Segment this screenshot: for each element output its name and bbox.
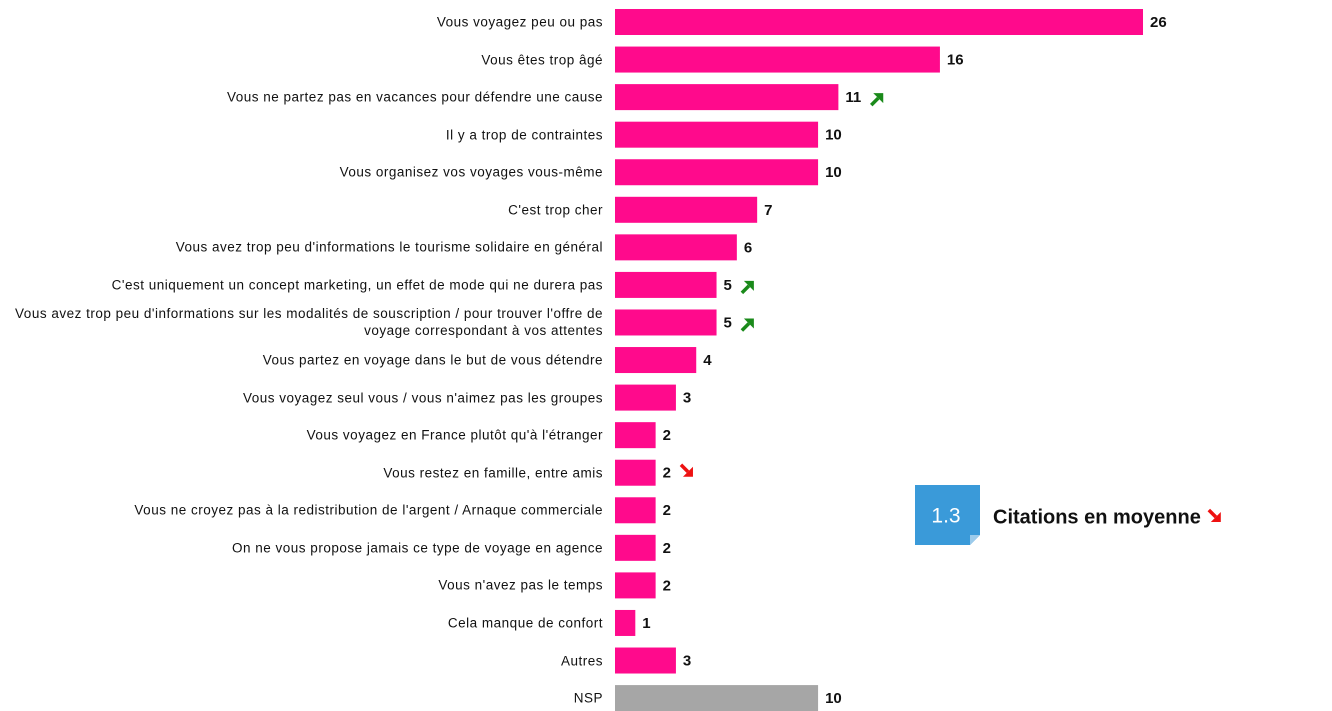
bar xyxy=(615,534,656,561)
value-label: 3 xyxy=(683,390,691,407)
category-label: Vous êtes trop âgé xyxy=(481,52,603,68)
trend-arrow xyxy=(740,318,754,332)
category-label: Vous voyagez seul vous / vous n'aimez pa… xyxy=(242,390,603,406)
annotation-label: Citations en moyenne xyxy=(993,506,1201,528)
bar xyxy=(615,384,676,411)
arrow-shaft xyxy=(1207,508,1218,519)
value-label: 6 xyxy=(744,239,752,256)
category-label: Vous voyagez peu ou pas xyxy=(436,14,603,30)
value-label: 10 xyxy=(825,127,842,144)
value-label: 4 xyxy=(703,352,712,369)
trend-arrow xyxy=(870,93,884,107)
value-label: 2 xyxy=(663,502,671,519)
value-label: 10 xyxy=(825,164,842,181)
bar xyxy=(615,459,656,486)
arrow-shaft xyxy=(870,96,880,107)
category-label: C'est trop cher xyxy=(508,202,603,218)
value-label: 2 xyxy=(663,427,671,444)
bar xyxy=(615,497,656,524)
annotation-fold xyxy=(970,535,980,545)
bar xyxy=(615,121,819,148)
arrow-shaft xyxy=(740,284,751,295)
value-label: 2 xyxy=(663,577,671,594)
bar xyxy=(615,84,839,111)
category-label: C'est uniquement un concept marketing, u… xyxy=(111,277,603,293)
arrow-head xyxy=(743,318,754,329)
bar xyxy=(615,572,656,599)
bar xyxy=(615,422,656,449)
value-label: 5 xyxy=(724,277,732,294)
arrow-head xyxy=(1210,512,1221,522)
value-label: 2 xyxy=(663,465,671,482)
value-label: 26 xyxy=(1150,14,1167,31)
arrow-head xyxy=(873,93,884,104)
annotation-box xyxy=(915,485,980,545)
arrow-head xyxy=(682,466,693,477)
value-label: 16 xyxy=(947,52,964,69)
value-label: 5 xyxy=(724,314,732,331)
bar xyxy=(615,159,819,186)
trend-arrow xyxy=(1207,508,1221,522)
category-label: NSP xyxy=(573,690,603,706)
value-label: 7 xyxy=(764,202,772,219)
annotation-value: 1.3 xyxy=(931,505,960,528)
arrow-head xyxy=(743,280,754,291)
bar xyxy=(615,234,737,261)
bar xyxy=(615,347,697,374)
value-label: 3 xyxy=(683,652,691,669)
arrow-shaft xyxy=(679,463,690,473)
category-label: Autres xyxy=(560,653,603,669)
category-label: Vous restez en famille, entre amis xyxy=(383,465,603,481)
trend-arrow xyxy=(740,280,754,295)
category-label: Vous ne croyez pas à la redistribution d… xyxy=(134,502,603,518)
value-label: 11 xyxy=(845,89,861,106)
bar xyxy=(615,309,717,336)
trend-arrow xyxy=(679,463,693,477)
value-label: 2 xyxy=(663,540,671,557)
bar xyxy=(615,685,819,711)
value-label: 1 xyxy=(642,615,650,632)
category-label: On ne vous propose jamais ce type de voy… xyxy=(232,540,603,556)
bar xyxy=(615,609,636,636)
bar xyxy=(615,647,676,674)
bar xyxy=(615,271,717,298)
category-label: Vous avez trop peu d'informations le tou… xyxy=(175,239,603,255)
bar xyxy=(615,9,1143,35)
category-label: Vous avez trop peu d'informations sur le… xyxy=(15,306,603,339)
category-label: Vous voyagez en France plutôt qu'à l'étr… xyxy=(306,427,603,443)
category-label: Vous organisez vos voyages vous-même xyxy=(339,164,603,180)
category-label: Vous partez en voyage dans le but de vou… xyxy=(262,352,603,368)
arrow-shaft xyxy=(740,322,751,332)
bar xyxy=(615,46,940,73)
category-label: Vous ne partez pas en vacances pour défe… xyxy=(227,89,603,105)
category-label: Il y a trop de contraintes xyxy=(445,127,603,143)
value-label: 10 xyxy=(825,690,842,707)
category-label: Cela manque de confort xyxy=(447,615,603,631)
bar xyxy=(615,196,758,223)
category-label: Vous n'avez pas le temps xyxy=(438,577,603,593)
